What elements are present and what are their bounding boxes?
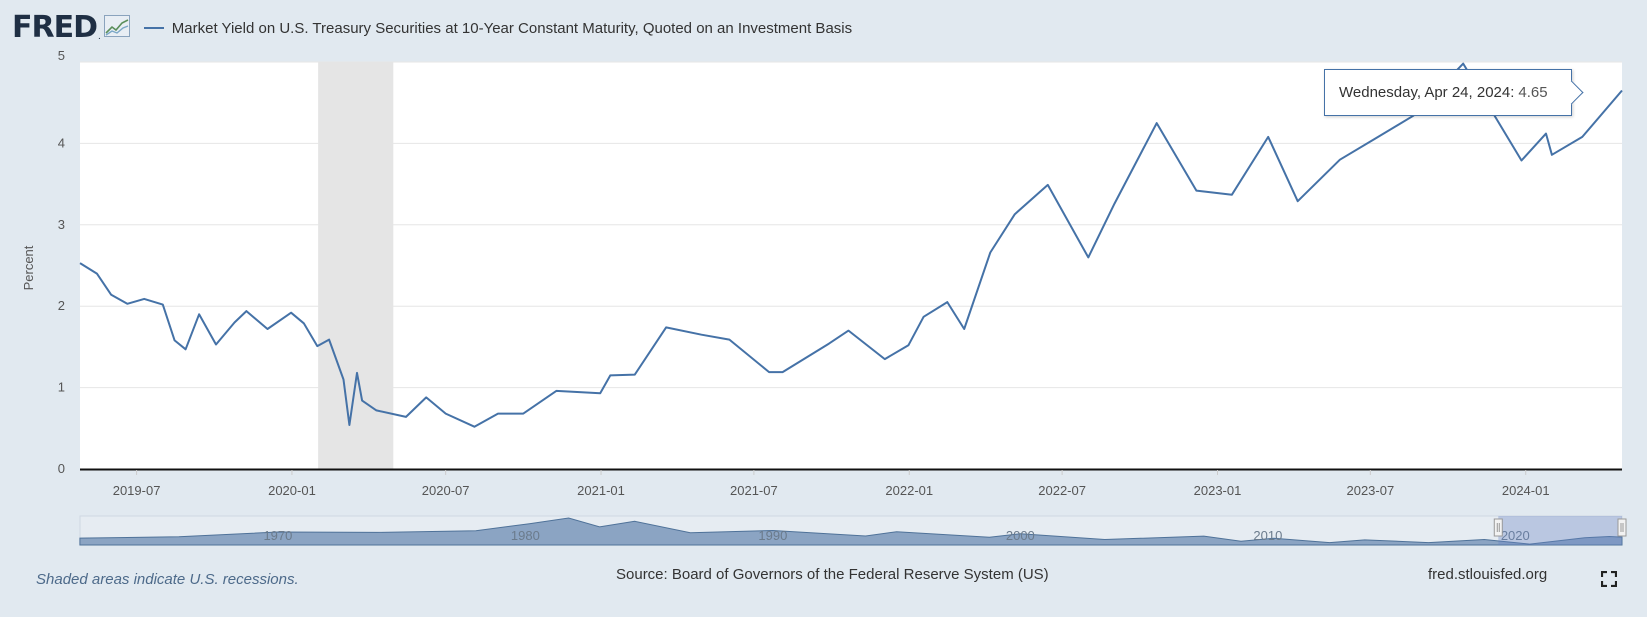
handle-body[interactable] [1617, 518, 1627, 537]
y-tick-label: 1 [58, 380, 65, 395]
y-tick-label: 2 [58, 298, 65, 313]
y-axis-title: Percent [21, 245, 36, 290]
navigator-handle-left[interactable] [1493, 518, 1503, 537]
navigator-handle-right[interactable] [1617, 518, 1627, 537]
tooltip-value: 4.65 [1518, 84, 1548, 101]
x-tick-label: 2023-07 [1346, 483, 1394, 498]
x-tick-label: 2022-07 [1038, 483, 1086, 498]
x-tick-label: 2021-01 [577, 483, 625, 498]
navigator-selection[interactable] [1498, 516, 1622, 545]
site-link[interactable]: fred.stlouisfed.org [1428, 566, 1548, 583]
x-tick-label: 2019-07 [113, 483, 161, 498]
recession-note: Shaded areas indicate U.S. recessions. [36, 571, 299, 588]
y-tick-label: 3 [58, 217, 65, 232]
legend-swatch [143, 27, 164, 29]
fred-logo-graph-icon [103, 14, 130, 42]
x-tick-label: 2022-01 [885, 483, 933, 498]
y-tick-label: 4 [58, 135, 65, 150]
fullscreen-icon[interactable] [1600, 570, 1618, 592]
navigator-label: 1980 [511, 528, 540, 543]
navigator-label: 2000 [1006, 528, 1035, 543]
hover-tooltip: Wednesday, Apr 24, 2024: 4.65 [1324, 69, 1584, 116]
y-tick-label: 0 [58, 461, 65, 476]
x-tick-label: 2023-01 [1194, 483, 1242, 498]
y-tick-label: 5 [58, 48, 65, 63]
tooltip-date: Wednesday, Apr 24, 2024: [1339, 84, 1515, 101]
plot-background [80, 62, 1622, 469]
chart-header: FRED . Market Yield on U.S. Treasury Sec… [12, 10, 852, 46]
navigator-label: 1990 [758, 528, 787, 543]
x-tick-label: 2020-07 [422, 483, 470, 498]
fred-logo[interactable]: FRED [12, 10, 98, 45]
series-line[interactable] [79, 62, 1623, 428]
range-navigator[interactable]: 1970 1980 1990 2000 2010 2020 [79, 515, 1627, 546]
source-credit: Source: Board of Governors of the Federa… [616, 566, 1049, 583]
navigator-label: 2010 [1253, 528, 1282, 543]
x-tick-label: 2021-07 [730, 483, 778, 498]
navigator-series [79, 517, 1623, 546]
x-axis: 2019-07 2020-01 2020-07 2021-01 2021-07 2022-… [80, 468, 1622, 498]
handle-body[interactable] [1493, 518, 1503, 537]
series-title[interactable]: Market Yield on U.S. Treasury Securities… [171, 19, 853, 37]
recession-shade [318, 62, 394, 469]
x-tick-label: 2020-01 [268, 483, 316, 498]
x-tick-label: 2024-01 [1502, 483, 1550, 498]
y-axis: 0 1 2 3 4 5 [58, 48, 65, 476]
navigator-label: 2020 [1501, 528, 1530, 543]
navigator-label: 1970 [263, 528, 292, 543]
fred-logo-mark: . [98, 30, 101, 42]
plot-area[interactable] [79, 61, 1623, 469]
